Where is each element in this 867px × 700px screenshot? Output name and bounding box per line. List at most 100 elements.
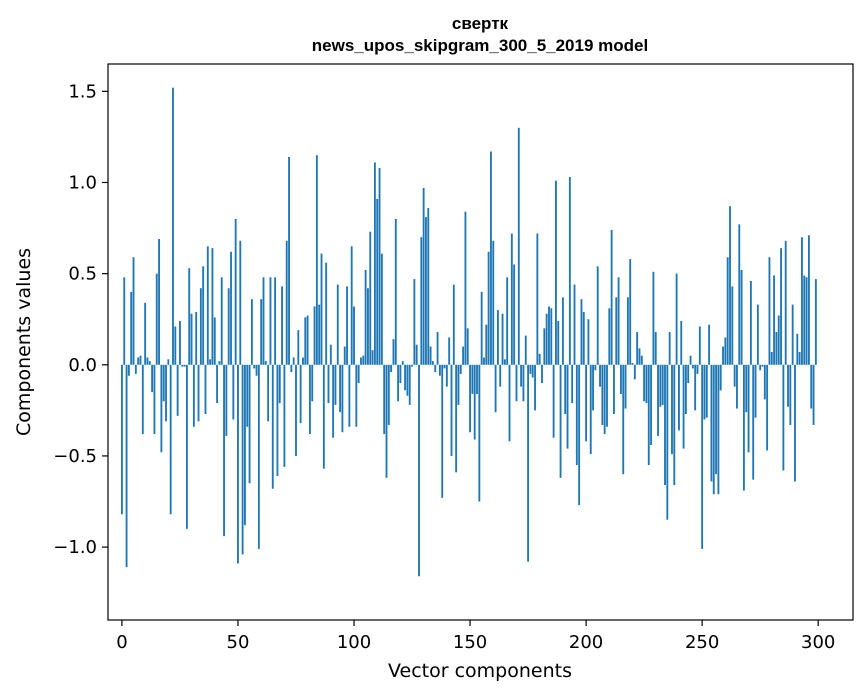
bar <box>415 344 418 365</box>
bar <box>241 364 244 555</box>
bar <box>557 321 560 365</box>
bar <box>471 364 474 394</box>
bar <box>213 317 216 365</box>
bar <box>575 364 578 466</box>
bar <box>636 331 639 365</box>
bar <box>134 364 137 374</box>
bar <box>255 364 258 376</box>
bar <box>694 364 697 411</box>
bar <box>538 353 541 365</box>
y-axis-label: Components values <box>13 248 35 436</box>
bar <box>183 364 186 367</box>
bar <box>761 364 764 367</box>
bar <box>141 364 144 435</box>
bar <box>775 331 778 365</box>
bar <box>675 273 678 365</box>
bar <box>165 364 167 422</box>
bar <box>536 233 539 365</box>
bar <box>332 364 335 438</box>
bar <box>731 286 734 365</box>
bar <box>322 364 325 469</box>
bar <box>139 355 142 365</box>
bar <box>501 313 504 365</box>
bar <box>524 335 527 365</box>
bar <box>392 339 395 365</box>
x-tick-label: 150 <box>453 632 487 653</box>
bar <box>503 359 506 365</box>
bar <box>780 248 782 365</box>
bar <box>162 364 165 402</box>
bar <box>459 364 462 374</box>
bar <box>283 364 286 467</box>
bar <box>167 359 170 365</box>
bar <box>603 364 606 435</box>
bar <box>399 364 402 384</box>
bar <box>650 364 653 445</box>
bar <box>666 364 669 520</box>
bar <box>223 364 225 537</box>
bar <box>274 277 277 365</box>
bar <box>250 299 253 365</box>
bar <box>555 180 557 365</box>
bar <box>190 313 193 365</box>
bar <box>425 217 427 365</box>
bar <box>434 364 437 373</box>
x-tick-label: 50 <box>227 632 250 653</box>
x-tick-label: 300 <box>801 632 835 653</box>
bar <box>174 326 177 365</box>
bar <box>318 304 321 365</box>
bar <box>418 364 420 577</box>
bar <box>606 364 608 427</box>
bar <box>197 364 200 422</box>
bar <box>151 364 154 393</box>
bar <box>490 151 492 365</box>
bar <box>515 364 518 402</box>
bar <box>654 331 657 365</box>
bar <box>717 364 720 495</box>
bar <box>123 277 126 365</box>
plot-area-frame <box>107 63 854 621</box>
bar <box>759 364 762 371</box>
x-axis-label: Vector components <box>388 660 572 682</box>
bar <box>545 313 548 365</box>
bar <box>269 277 272 365</box>
bar <box>708 324 711 365</box>
bar <box>770 352 773 365</box>
bar <box>179 321 181 365</box>
bar <box>450 364 453 456</box>
bar <box>773 275 776 365</box>
bar <box>664 364 666 486</box>
bar <box>427 208 430 365</box>
bar <box>756 304 759 365</box>
bar <box>469 364 471 433</box>
bar <box>371 350 374 365</box>
bar <box>271 364 274 489</box>
bar <box>487 251 490 365</box>
bar <box>596 266 599 365</box>
bar <box>204 364 207 415</box>
bar <box>631 362 634 365</box>
bar <box>559 364 562 478</box>
bar <box>127 364 130 376</box>
bar <box>244 364 246 526</box>
bar <box>299 364 302 424</box>
bar <box>610 229 613 365</box>
bar <box>218 361 221 365</box>
bar <box>248 364 251 484</box>
bar <box>394 218 397 365</box>
bar <box>329 344 332 365</box>
y-tick-label: −1.0 <box>53 537 97 558</box>
y-tick-label: 0.5 <box>68 264 97 285</box>
bar <box>682 364 685 449</box>
bar <box>257 364 260 549</box>
bar <box>548 306 550 365</box>
bar <box>160 364 163 453</box>
bar <box>281 286 283 365</box>
bar <box>499 364 502 387</box>
bar <box>619 364 622 394</box>
bar <box>647 364 650 466</box>
bar <box>496 310 499 365</box>
bar <box>341 364 344 433</box>
bar <box>684 364 687 415</box>
bar <box>288 156 290 365</box>
